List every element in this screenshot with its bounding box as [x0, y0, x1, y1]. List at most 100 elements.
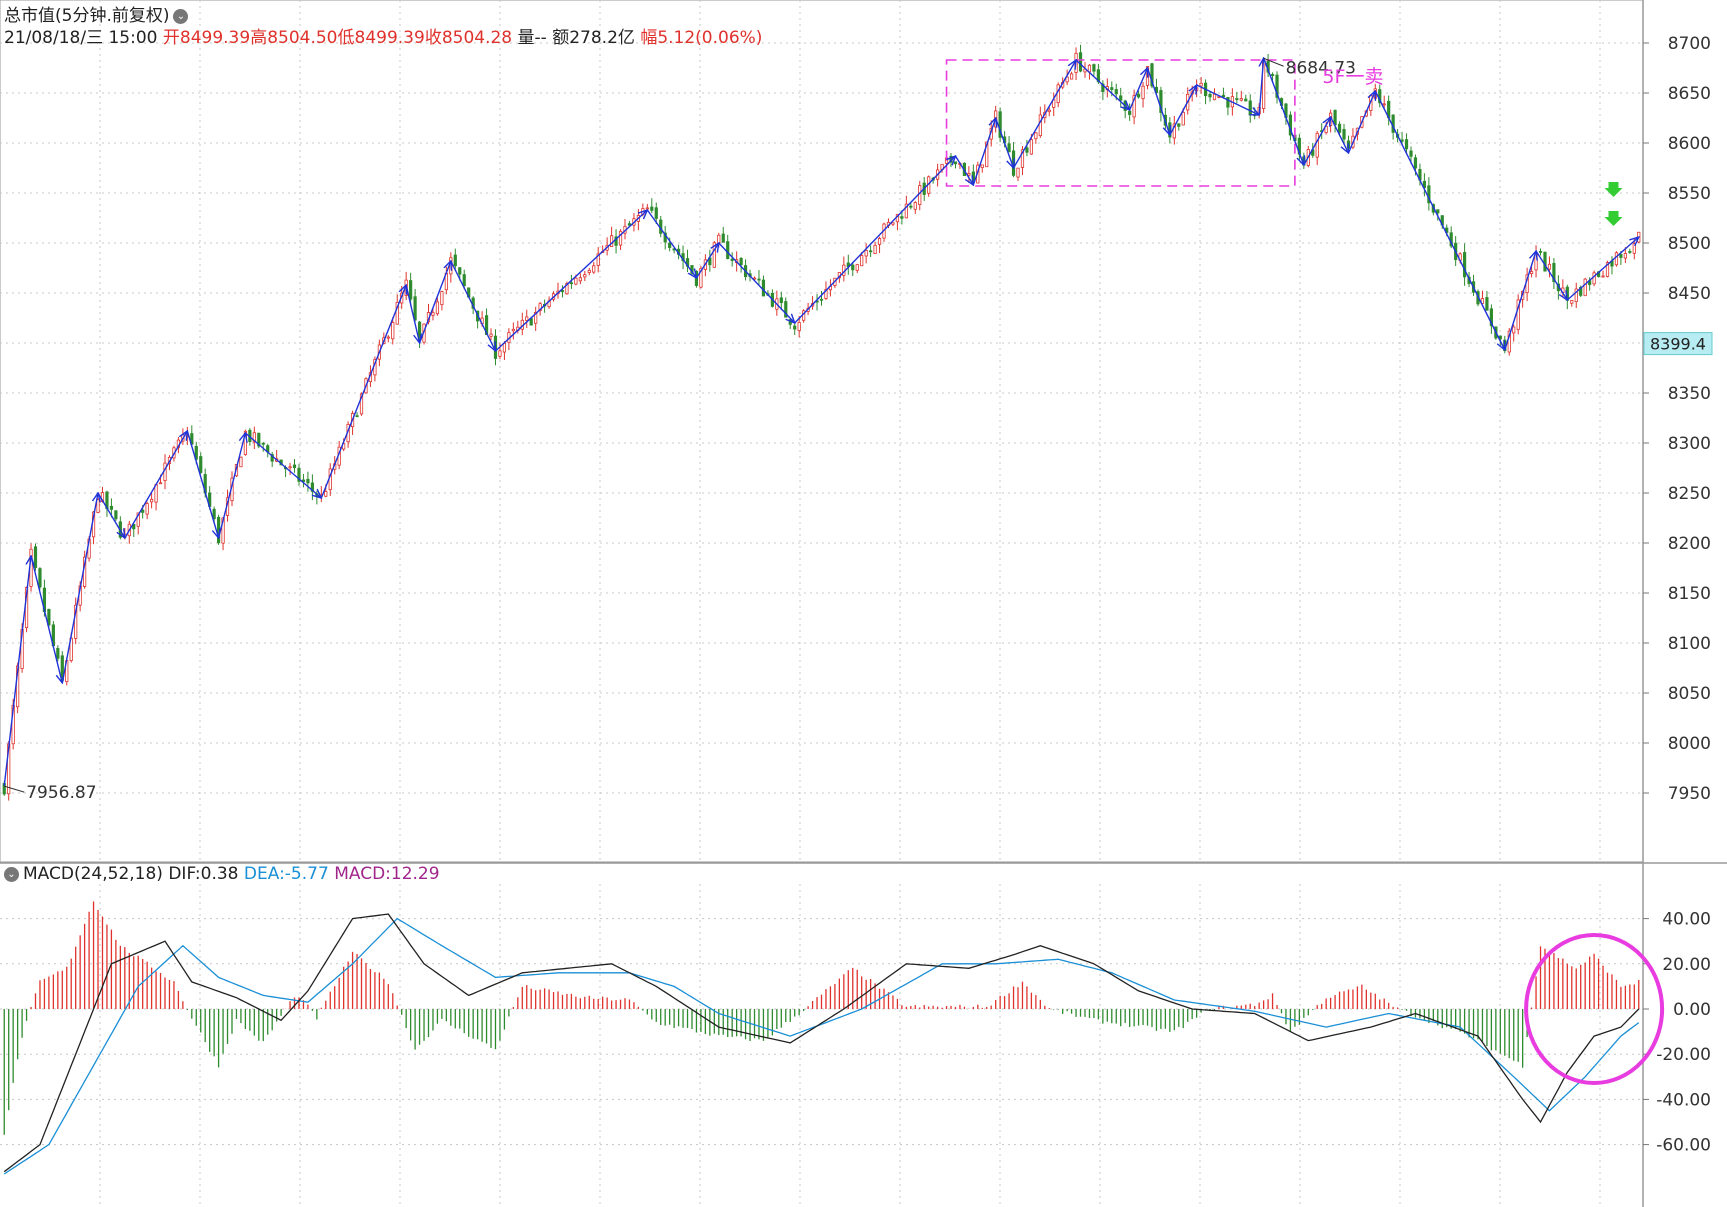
- close-label: 收: [424, 28, 442, 48]
- candle-body: [1538, 251, 1543, 253]
- highlight-circle: [1524, 933, 1665, 1085]
- candle-body: [1592, 272, 1596, 285]
- y-tick-label: 8100: [1668, 634, 1711, 654]
- trend-stroke: [1303, 117, 1331, 166]
- candle-body: [511, 328, 515, 332]
- candle-body: [1462, 252, 1467, 278]
- candle-body: [1074, 52, 1078, 73]
- trend-stroke: [1146, 67, 1170, 135]
- candle-body: [980, 164, 984, 168]
- candle-body: [985, 141, 989, 168]
- candle-body: [855, 264, 859, 271]
- candle-body: [114, 510, 118, 520]
- down-arrow-icon: [1604, 182, 1623, 197]
- candle-body: [1275, 74, 1279, 98]
- chevron-down-icon[interactable]: ⌄: [173, 8, 189, 24]
- candle-body: [1346, 140, 1351, 149]
- candle-body: [1253, 114, 1257, 117]
- chart-annotations: 8684.73 7956.87 5F一卖 8399.4: [4, 57, 1713, 1085]
- candle-body: [502, 342, 507, 353]
- macd-y-tick-label: 0.00: [1673, 1000, 1711, 1020]
- candle-body: [1208, 93, 1212, 98]
- candle-body: [869, 250, 873, 253]
- candle-body: [1065, 76, 1069, 83]
- candle-body: [574, 277, 578, 285]
- candle-body: [891, 222, 895, 225]
- candle-body: [1409, 150, 1413, 157]
- candle-body: [292, 464, 297, 469]
- candle-body: [1628, 251, 1632, 253]
- trend-stroke-lines: [3, 58, 1639, 787]
- candle-body: [243, 430, 247, 455]
- candle-body: [1619, 254, 1623, 258]
- candle-body: [668, 242, 672, 248]
- candle-body: [1404, 139, 1409, 150]
- trend-stroke: [124, 431, 188, 539]
- dea-label: DEA:: [243, 864, 285, 884]
- macd-y-tick-label: -60.00: [1656, 1136, 1711, 1156]
- dea-value: -5.77: [284, 864, 329, 884]
- candle-body: [1007, 143, 1011, 153]
- candle-body: [386, 336, 390, 339]
- change-label: 幅: [640, 28, 658, 48]
- candle-body: [967, 173, 971, 176]
- macd-header-row: ⌄ MACD(24,52,18) DIF:0.38 DEA:-5.77 MACD:…: [4, 864, 440, 884]
- candle-body: [1034, 132, 1038, 140]
- trend-stroke: [1374, 90, 1505, 350]
- candle-body: [534, 312, 538, 324]
- chevron-down-icon[interactable]: ⌄: [4, 866, 19, 882]
- macd-y-tick-label: 20.00: [1662, 955, 1711, 975]
- candle-body: [1570, 300, 1574, 304]
- trend-stroke: [646, 209, 696, 278]
- candle-body: [569, 282, 574, 285]
- candle-body: [1128, 110, 1132, 115]
- candle-body: [1436, 209, 1440, 214]
- candle-body: [1114, 89, 1118, 95]
- candle-body: [136, 512, 140, 527]
- y-tick-label: 8050: [1668, 684, 1711, 704]
- candle-body: [440, 291, 444, 306]
- trend-stroke: [61, 493, 98, 684]
- candle-body: [1150, 63, 1154, 87]
- candle-body: [1248, 100, 1252, 116]
- macd-label: MACD:: [334, 864, 391, 884]
- candle-body: [1141, 85, 1145, 100]
- candle-body: [145, 503, 149, 515]
- dif-value: 0.38: [200, 864, 239, 884]
- candle-body: [1092, 64, 1096, 72]
- candle-body: [435, 301, 440, 315]
- candle-body: [409, 280, 413, 300]
- trend-stroke: [1129, 68, 1148, 111]
- candle-body: [761, 279, 766, 297]
- candle-body: [525, 316, 529, 321]
- candle-body: [212, 508, 216, 520]
- macd-y-tick-label: 40.00: [1662, 910, 1711, 930]
- macd-y-tick-label: -40.00: [1656, 1090, 1711, 1110]
- candle-body: [1226, 97, 1230, 108]
- y-tick-label: 8600: [1668, 134, 1711, 154]
- dif-label: DIF:: [168, 864, 201, 884]
- trend-stroke: [495, 210, 647, 352]
- candle-body: [851, 264, 855, 271]
- candle-body: [38, 568, 42, 588]
- candle-body: [953, 161, 958, 165]
- trend-stroke: [695, 243, 718, 279]
- candle-body: [1025, 147, 1029, 153]
- volume-label: 量: [517, 28, 535, 48]
- candle-body: [1605, 262, 1610, 277]
- candle-body: [413, 296, 417, 321]
- candle-body: [1235, 98, 1239, 100]
- candle-body: [1547, 263, 1552, 270]
- candle-body: [918, 185, 922, 205]
- candle-body: [449, 257, 453, 275]
- candle-body: [1119, 95, 1123, 101]
- candle-body: [1181, 111, 1185, 126]
- high-value-label: 8684.73: [1286, 58, 1356, 78]
- candle-body: [1177, 123, 1181, 127]
- dif-line: [3, 913, 1640, 1173]
- candle-body: [587, 269, 591, 273]
- candle-body: [324, 491, 328, 497]
- trend-stroke: [450, 260, 496, 351]
- candle-body: [1400, 139, 1404, 142]
